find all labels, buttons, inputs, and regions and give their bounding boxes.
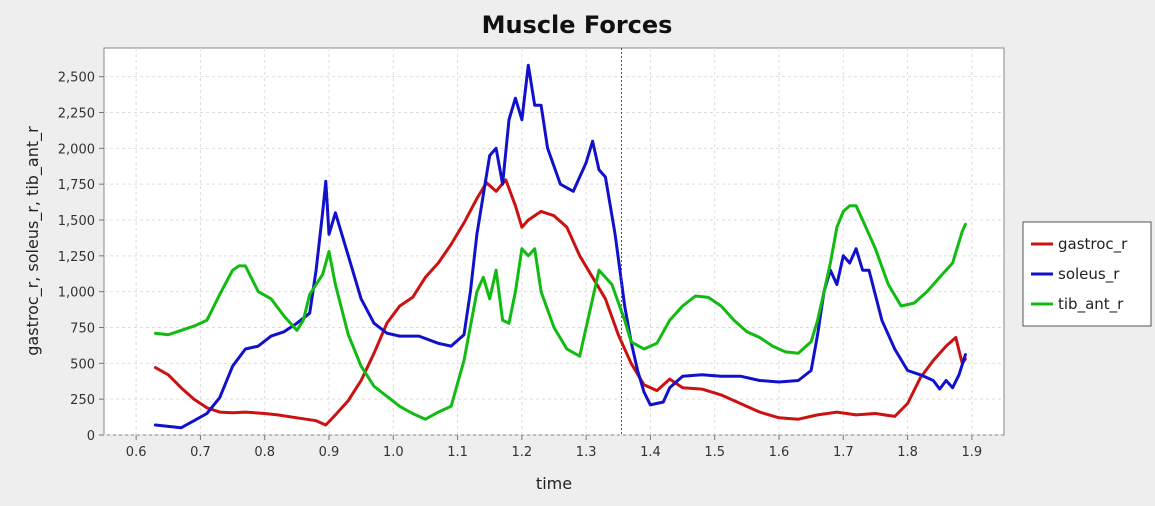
y-tick-label: 1,250 — [58, 250, 95, 265]
x-tick-label: 0.6 — [126, 445, 147, 460]
x-tick-label: 1.8 — [897, 445, 918, 460]
y-tick-label: 750 — [70, 322, 95, 337]
legend-label-soleus-r: soleus_r — [1058, 265, 1120, 284]
y-axis-label: gastroc_r, soleus_r, tib_ant_r — [23, 126, 43, 356]
x-axis-label: time — [536, 474, 572, 493]
x-tick-label: 0.7 — [190, 445, 211, 460]
chart-title: Muscle Forces — [482, 11, 673, 39]
series-line-soleus-r — [153, 63, 967, 430]
y-tick-label: 0 — [87, 429, 95, 444]
x-tick-label: 1.7 — [833, 445, 854, 460]
y-tick-label: 2,000 — [58, 142, 95, 157]
legend: gastroc_r soleus_r tib_ant_r — [1022, 221, 1152, 327]
y-tick-label: 1,750 — [58, 178, 95, 193]
x-tick-label: 1.1 — [447, 445, 468, 460]
y-tick-label: 1,500 — [58, 214, 95, 229]
legend-label-gastroc-r: gastroc_r — [1058, 235, 1128, 254]
y-tick-label: 250 — [70, 393, 95, 408]
x-axis-ticks: 0.6 0.7 0.8 0.9 1.0 1.1 1.2 1.3 1.4 1.5 1.6 1.7 1.8 1… — [126, 435, 982, 460]
series-line-tib-ant-r — [153, 204, 967, 421]
legend-label-tib-ant-r: tib_ant_r — [1058, 295, 1124, 314]
y-tick-label: 2,500 — [58, 71, 95, 86]
y-tick-label: 1,000 — [58, 286, 95, 301]
x-tick-label: 1.5 — [704, 445, 725, 460]
series-line-gastroc-r — [153, 178, 967, 427]
x-tick-label: 1.9 — [962, 445, 983, 460]
x-tick-label: 1.4 — [640, 445, 661, 460]
x-tick-label: 0.9 — [319, 445, 340, 460]
x-tick-label: 1.0 — [383, 445, 404, 460]
x-tick-label: 1.6 — [769, 445, 790, 460]
plot-area — [103, 47, 1005, 436]
y-tick-label: 500 — [70, 357, 95, 372]
series-lines — [153, 63, 967, 430]
y-tick-label: 2,250 — [58, 107, 95, 122]
y-axis-ticks: 0 250 500 750 1,000 1,250 1,500 1,750 2,000 2,250… — [58, 71, 104, 444]
x-tick-label: 0.8 — [254, 445, 275, 460]
x-tick-label: 1.2 — [512, 445, 533, 460]
grid-lines — [104, 48, 1004, 436]
x-tick-label: 1.3 — [576, 445, 597, 460]
